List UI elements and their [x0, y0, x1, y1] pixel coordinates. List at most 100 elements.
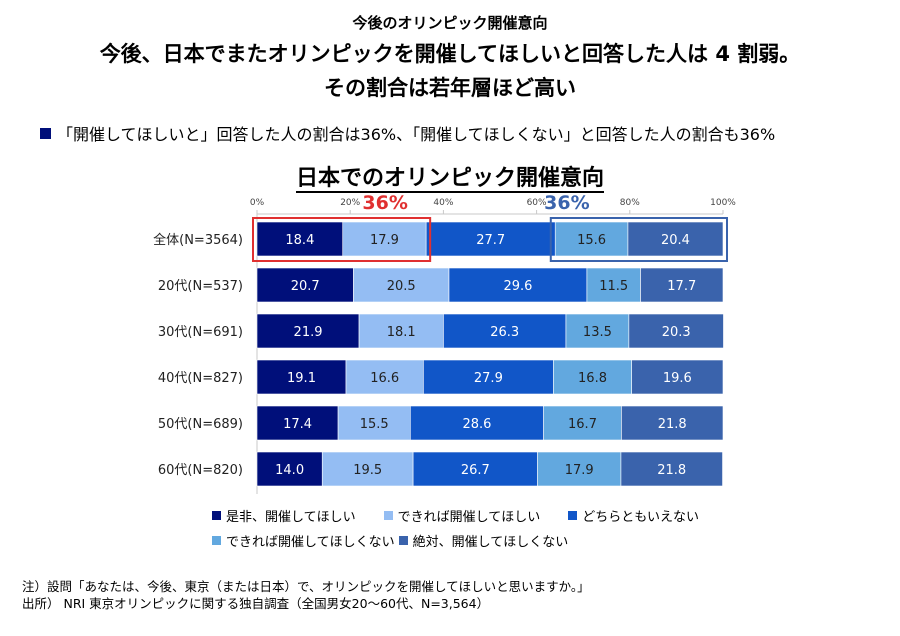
- legend-label-3: できれば開催してほしくない: [226, 535, 395, 550]
- data-label: 26.7: [461, 463, 490, 478]
- source-note: 出所） NRI 東京オリンピックに関する独自調査（全国男女20～60代、N=3,…: [22, 596, 490, 611]
- legend-label-0: 是非、開催してほしい: [226, 510, 356, 525]
- bar-segment: [620, 451, 723, 487]
- bar-segment: [565, 313, 630, 349]
- footnotes: 注）設問「あなたは、今後、東京（または日本）で、オリンピックを開催してほしいと思…: [22, 578, 590, 612]
- bar-segment: [342, 221, 427, 257]
- bar-segment: [358, 313, 444, 349]
- legend-swatch-2: [568, 511, 578, 520]
- legend-swatch-1: [383, 511, 393, 520]
- bar-segment: [543, 405, 622, 441]
- data-label: 21.8: [657, 463, 686, 478]
- bar-segment: [321, 451, 414, 487]
- x-tick-label: 80%: [620, 198, 640, 208]
- bar-segment: [423, 359, 554, 395]
- data-label: 16.8: [578, 371, 607, 386]
- data-label: 17.4: [283, 417, 312, 432]
- bar-segment: [256, 313, 360, 349]
- category-label: 20代(N=537): [158, 279, 243, 294]
- legend-row-1: 是非、開催してほしい できれば開催してほしい どちらともいえない: [212, 503, 699, 528]
- category-label: 30代(N=691): [158, 325, 243, 340]
- kicker-title: 今後のオリンピック開催意向: [352, 14, 548, 32]
- data-label: 16.7: [568, 417, 597, 432]
- bar-segment: [353, 267, 450, 303]
- data-label: 21.9: [294, 325, 323, 340]
- bar-segment: [627, 221, 724, 257]
- legend-swatch-4: [398, 536, 408, 545]
- bar-segment: [448, 267, 588, 303]
- data-label: 14.0: [275, 463, 304, 478]
- chart-title-wrap: 日本でのオリンピック開催意向: [0, 160, 900, 193]
- data-label: 16.6: [370, 371, 399, 386]
- survey-note: 注）設問「あなたは、今後、東京（または日本）で、オリンピックを開催してほしいと思…: [22, 579, 590, 594]
- bar-segment: [256, 451, 323, 487]
- bar-segment: [628, 313, 724, 349]
- x-tick-label: 60%: [527, 198, 547, 208]
- legend-label-4: 絶対、開催してほしくない: [412, 535, 569, 550]
- legend-label-1: できれば開催してほしい: [397, 510, 541, 525]
- category-label: 60代(N=820): [158, 463, 243, 478]
- legend-row-2: できれば開催してほしくない 絶対、開催してほしくない: [212, 528, 692, 553]
- bar-segment: [412, 451, 538, 487]
- data-label: 20.7: [291, 279, 320, 294]
- legend-item-1: できれば開催してほしい: [383, 506, 541, 525]
- legend-swatch-3: [212, 536, 221, 545]
- bar-segment: [621, 405, 724, 441]
- x-tick-label: 20%: [340, 198, 360, 208]
- data-label: 15.5: [360, 417, 389, 432]
- chart-legend: 是非、開催してほしい できれば開催してほしい どちらともいえない できれば開催し…: [212, 503, 699, 553]
- square-bullet-icon: [40, 127, 51, 139]
- bar-segment: [631, 359, 724, 395]
- data-label: 11.5: [599, 279, 628, 294]
- bar-segment: [256, 221, 344, 257]
- category-label: 全体(N=3564): [153, 232, 243, 248]
- summary-text: 「開催してほしいと」回答した人の割合は36%、「開催してほしくない」と回答した人…: [57, 125, 776, 144]
- bar-segment: [537, 451, 622, 487]
- legend-item-0: 是非、開催してほしい: [212, 506, 356, 525]
- legend-item-2: どちらともいえない: [568, 506, 699, 525]
- data-label: 19.1: [287, 371, 316, 386]
- legend-item-3: できれば開催してほしくない: [212, 531, 395, 550]
- data-label: 20.5: [387, 279, 416, 294]
- category-label: 50代(N=689): [158, 417, 243, 432]
- bar-segment: [640, 267, 724, 303]
- highlight-label: 36%: [362, 192, 407, 214]
- bar-segment: [586, 267, 641, 303]
- summary-bullet: 「開催してほしいと」回答した人の割合は36%、「開催してほしくない」と回答した人…: [40, 121, 775, 145]
- highlight-box: [549, 217, 728, 262]
- data-label: 20.3: [662, 325, 691, 340]
- bar-segment: [345, 359, 424, 395]
- data-label: 29.6: [503, 279, 532, 294]
- x-tick-label: 100%: [710, 198, 736, 208]
- highlight-box: [252, 217, 432, 262]
- data-label: 18.1: [387, 325, 416, 340]
- bar-segment: [410, 405, 544, 441]
- data-label: 17.9: [370, 233, 399, 248]
- headline-line-1: 今後、日本でまたオリンピックを開催してほしいと回答した人は 4 割弱。: [99, 42, 801, 66]
- bar-segment: [425, 221, 556, 257]
- data-label: 19.5: [353, 463, 382, 478]
- data-label: 20.4: [661, 233, 690, 248]
- data-label: 17.7: [667, 279, 696, 294]
- data-label: 18.4: [285, 233, 314, 248]
- data-label: 27.7: [476, 233, 505, 248]
- legend-label-2: どちらともいえない: [582, 510, 699, 525]
- data-label: 19.6: [663, 371, 692, 386]
- legend-item-4: 絶対、開催してほしくない: [398, 531, 569, 550]
- legend-swatch-0: [212, 511, 221, 520]
- x-tick-label: 40%: [433, 198, 453, 208]
- bar-segment: [337, 405, 411, 441]
- bar-segment: [256, 267, 354, 303]
- highlight-label: 36%: [544, 192, 589, 214]
- data-label: 26.3: [490, 325, 519, 340]
- data-label: 13.5: [583, 325, 612, 340]
- x-tick-label: 0%: [250, 198, 265, 208]
- data-label: 17.9: [565, 463, 594, 478]
- chart-title: 日本でのオリンピック開催意向: [295, 166, 604, 193]
- bar-segment: [256, 359, 347, 395]
- headline-line-2: その割合は若年層ほど高い: [324, 76, 576, 100]
- data-label: 28.6: [462, 417, 491, 432]
- bar-segment: [256, 405, 339, 441]
- data-label: 27.9: [474, 371, 503, 386]
